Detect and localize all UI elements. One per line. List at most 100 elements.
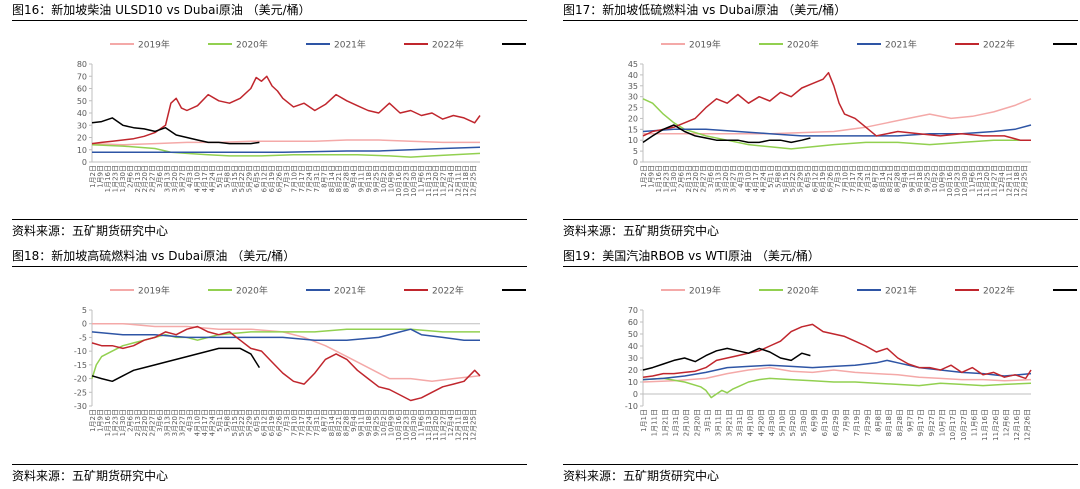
series-line: [91, 347, 261, 383]
x-tick-label: 12月25日: [470, 165, 478, 197]
x-tick-label: 5月29日: [797, 165, 805, 192]
series-line: [642, 366, 1032, 383]
x-tick-label: 12月18日: [462, 165, 470, 197]
y-tick-label: 40: [628, 71, 638, 80]
y-tick-label: -5: [79, 333, 87, 342]
x-tick-label: 1月2日: [89, 165, 97, 188]
x-tick-label: 11月6日: [417, 409, 425, 436]
y-tick-label: -15: [74, 361, 87, 370]
series-line: [642, 377, 1032, 399]
x-tick-label: 12月4日: [447, 409, 455, 436]
x-tick-label: 10月16日: [395, 165, 403, 197]
y-tick-label: 10: [628, 378, 638, 387]
x-tick-label: 10月17日: [949, 409, 957, 441]
x-tick-label: 7月31日: [864, 165, 872, 192]
series-line: [91, 144, 481, 158]
x-tick-label: 7月10日: [290, 165, 298, 192]
x-tick-label: 2月13日: [134, 165, 142, 192]
x-tick-label: 1月9日: [96, 409, 104, 432]
x-tick-label: 12月6日: [1002, 409, 1010, 436]
x-tick-label: 4月17日: [201, 165, 209, 192]
x-tick-label: 6月9日: [811, 409, 819, 432]
line-chart: 2019年2020年2021年2022年2023年051015202530354…: [563, 24, 1078, 214]
x-tick-label: 10月30日: [410, 165, 418, 197]
x-tick-label: 6月12日: [261, 165, 269, 192]
x-tick-label: 9月11日: [358, 409, 366, 436]
x-tick-label: 12月18日: [462, 409, 470, 441]
x-tick-label: 9月4日: [350, 409, 358, 432]
x-tick-label: 3月6日: [707, 165, 715, 188]
chart-svg: 2019年2020年2021年2022年2023年-30-25-20-15-10…: [74, 285, 562, 441]
x-tick-label: 8月8日: [875, 409, 883, 432]
x-tick-label: 3月13日: [715, 165, 723, 192]
x-tick-label: 1月23日: [111, 165, 119, 192]
x-tick-label: 12月11日: [455, 165, 463, 197]
series-line: [91, 328, 480, 341]
x-tick-label: 7月3日: [834, 165, 842, 188]
x-tick-label: 11月26日: [992, 409, 1000, 441]
x-tick-label: 3月6日: [156, 165, 164, 188]
x-tick-label: 1月2日: [89, 409, 97, 432]
x-tick-label: 11月6日: [970, 409, 978, 436]
x-tick-label: 4月10日: [193, 165, 201, 192]
x-tick-label: 2月27日: [149, 165, 157, 192]
x-tick-label: 4月10日: [193, 409, 201, 436]
x-tick-label: 6月5日: [253, 165, 261, 188]
legend-label: 2020年: [787, 39, 819, 51]
x-tick-label: 5月1日: [216, 409, 224, 432]
x-tick-label: 1月21日: [661, 409, 669, 436]
x-tick-label: 1月1日: [640, 409, 648, 432]
x-tick-label: 2月10日: [683, 409, 691, 436]
x-tick-label: 11月20日: [432, 165, 440, 197]
x-tick-label: 10月30日: [410, 409, 418, 441]
chart-title: 图17：新加坡低硫燃料油 vs Dubai原油 （美元/桶）: [563, 0, 1078, 21]
x-tick-label: 5月29日: [246, 165, 254, 192]
x-tick-label: 1月30日: [670, 165, 678, 192]
x-tick-label: 12月26日: [1024, 409, 1032, 441]
x-tick-label: 6月12日: [812, 165, 820, 192]
y-tick-label: -10: [625, 402, 638, 411]
chart-title: 图16：新加坡柴油 ULSD10 vs Dubai原油 （美元/桶）: [12, 0, 527, 21]
y-tick-label: 5: [82, 306, 87, 315]
x-tick-label: 11月20日: [432, 409, 440, 441]
x-tick-label: 4月17日: [752, 165, 760, 192]
x-tick-label: 4月3日: [737, 165, 745, 188]
series-line: [642, 359, 1032, 381]
legend-label: 2022年: [432, 285, 464, 297]
x-tick-label: 10月23日: [402, 165, 410, 197]
x-tick-label: 3月20日: [171, 165, 179, 192]
x-tick-label: 12月16日: [1013, 409, 1021, 441]
x-tick-label: 2月13日: [685, 165, 693, 192]
x-tick-label: 4月3日: [186, 165, 194, 188]
x-tick-label: 5月22日: [789, 165, 797, 192]
x-tick-label: 6月19日: [268, 165, 276, 192]
x-tick-label: 12月25日: [1021, 165, 1029, 197]
x-tick-label: 8月21日: [335, 409, 343, 436]
x-tick-label: 7月24日: [305, 165, 313, 192]
series-line: [91, 75, 481, 145]
x-tick-label: 10月2日: [931, 165, 939, 192]
chart-svg: 2019年2020年2021年2022年2023年-10010203040506…: [625, 285, 1077, 441]
x-tick-label: 7月19日: [853, 409, 861, 436]
x-tick-label: 3月20日: [171, 409, 179, 436]
series-line: [642, 71, 1031, 141]
y-tick-label: -20: [74, 375, 87, 384]
x-tick-label: 1月9日: [96, 165, 104, 188]
x-tick-label: 1月11日: [651, 409, 659, 436]
y-tick-label: 70: [77, 72, 87, 81]
x-tick-label: 8月28日: [343, 409, 351, 436]
x-tick-label: 11月13日: [425, 165, 433, 197]
legend-label: 2021年: [334, 39, 366, 51]
y-tick-label: 35: [628, 82, 638, 91]
x-tick-label: 7月24日: [856, 165, 864, 192]
y-tick-label: 45: [628, 60, 638, 69]
x-tick-label: 11月6日: [417, 165, 425, 192]
legend-label: 2019年: [138, 285, 170, 297]
series-line: [91, 139, 480, 146]
legend-label: 2022年: [983, 285, 1015, 297]
legend-label: 2019年: [138, 39, 170, 51]
y-tick-label: -10: [74, 347, 87, 356]
x-tick-label: 2月20日: [693, 409, 701, 436]
x-tick-label: 9月25日: [924, 165, 932, 192]
series-line: [91, 328, 480, 379]
